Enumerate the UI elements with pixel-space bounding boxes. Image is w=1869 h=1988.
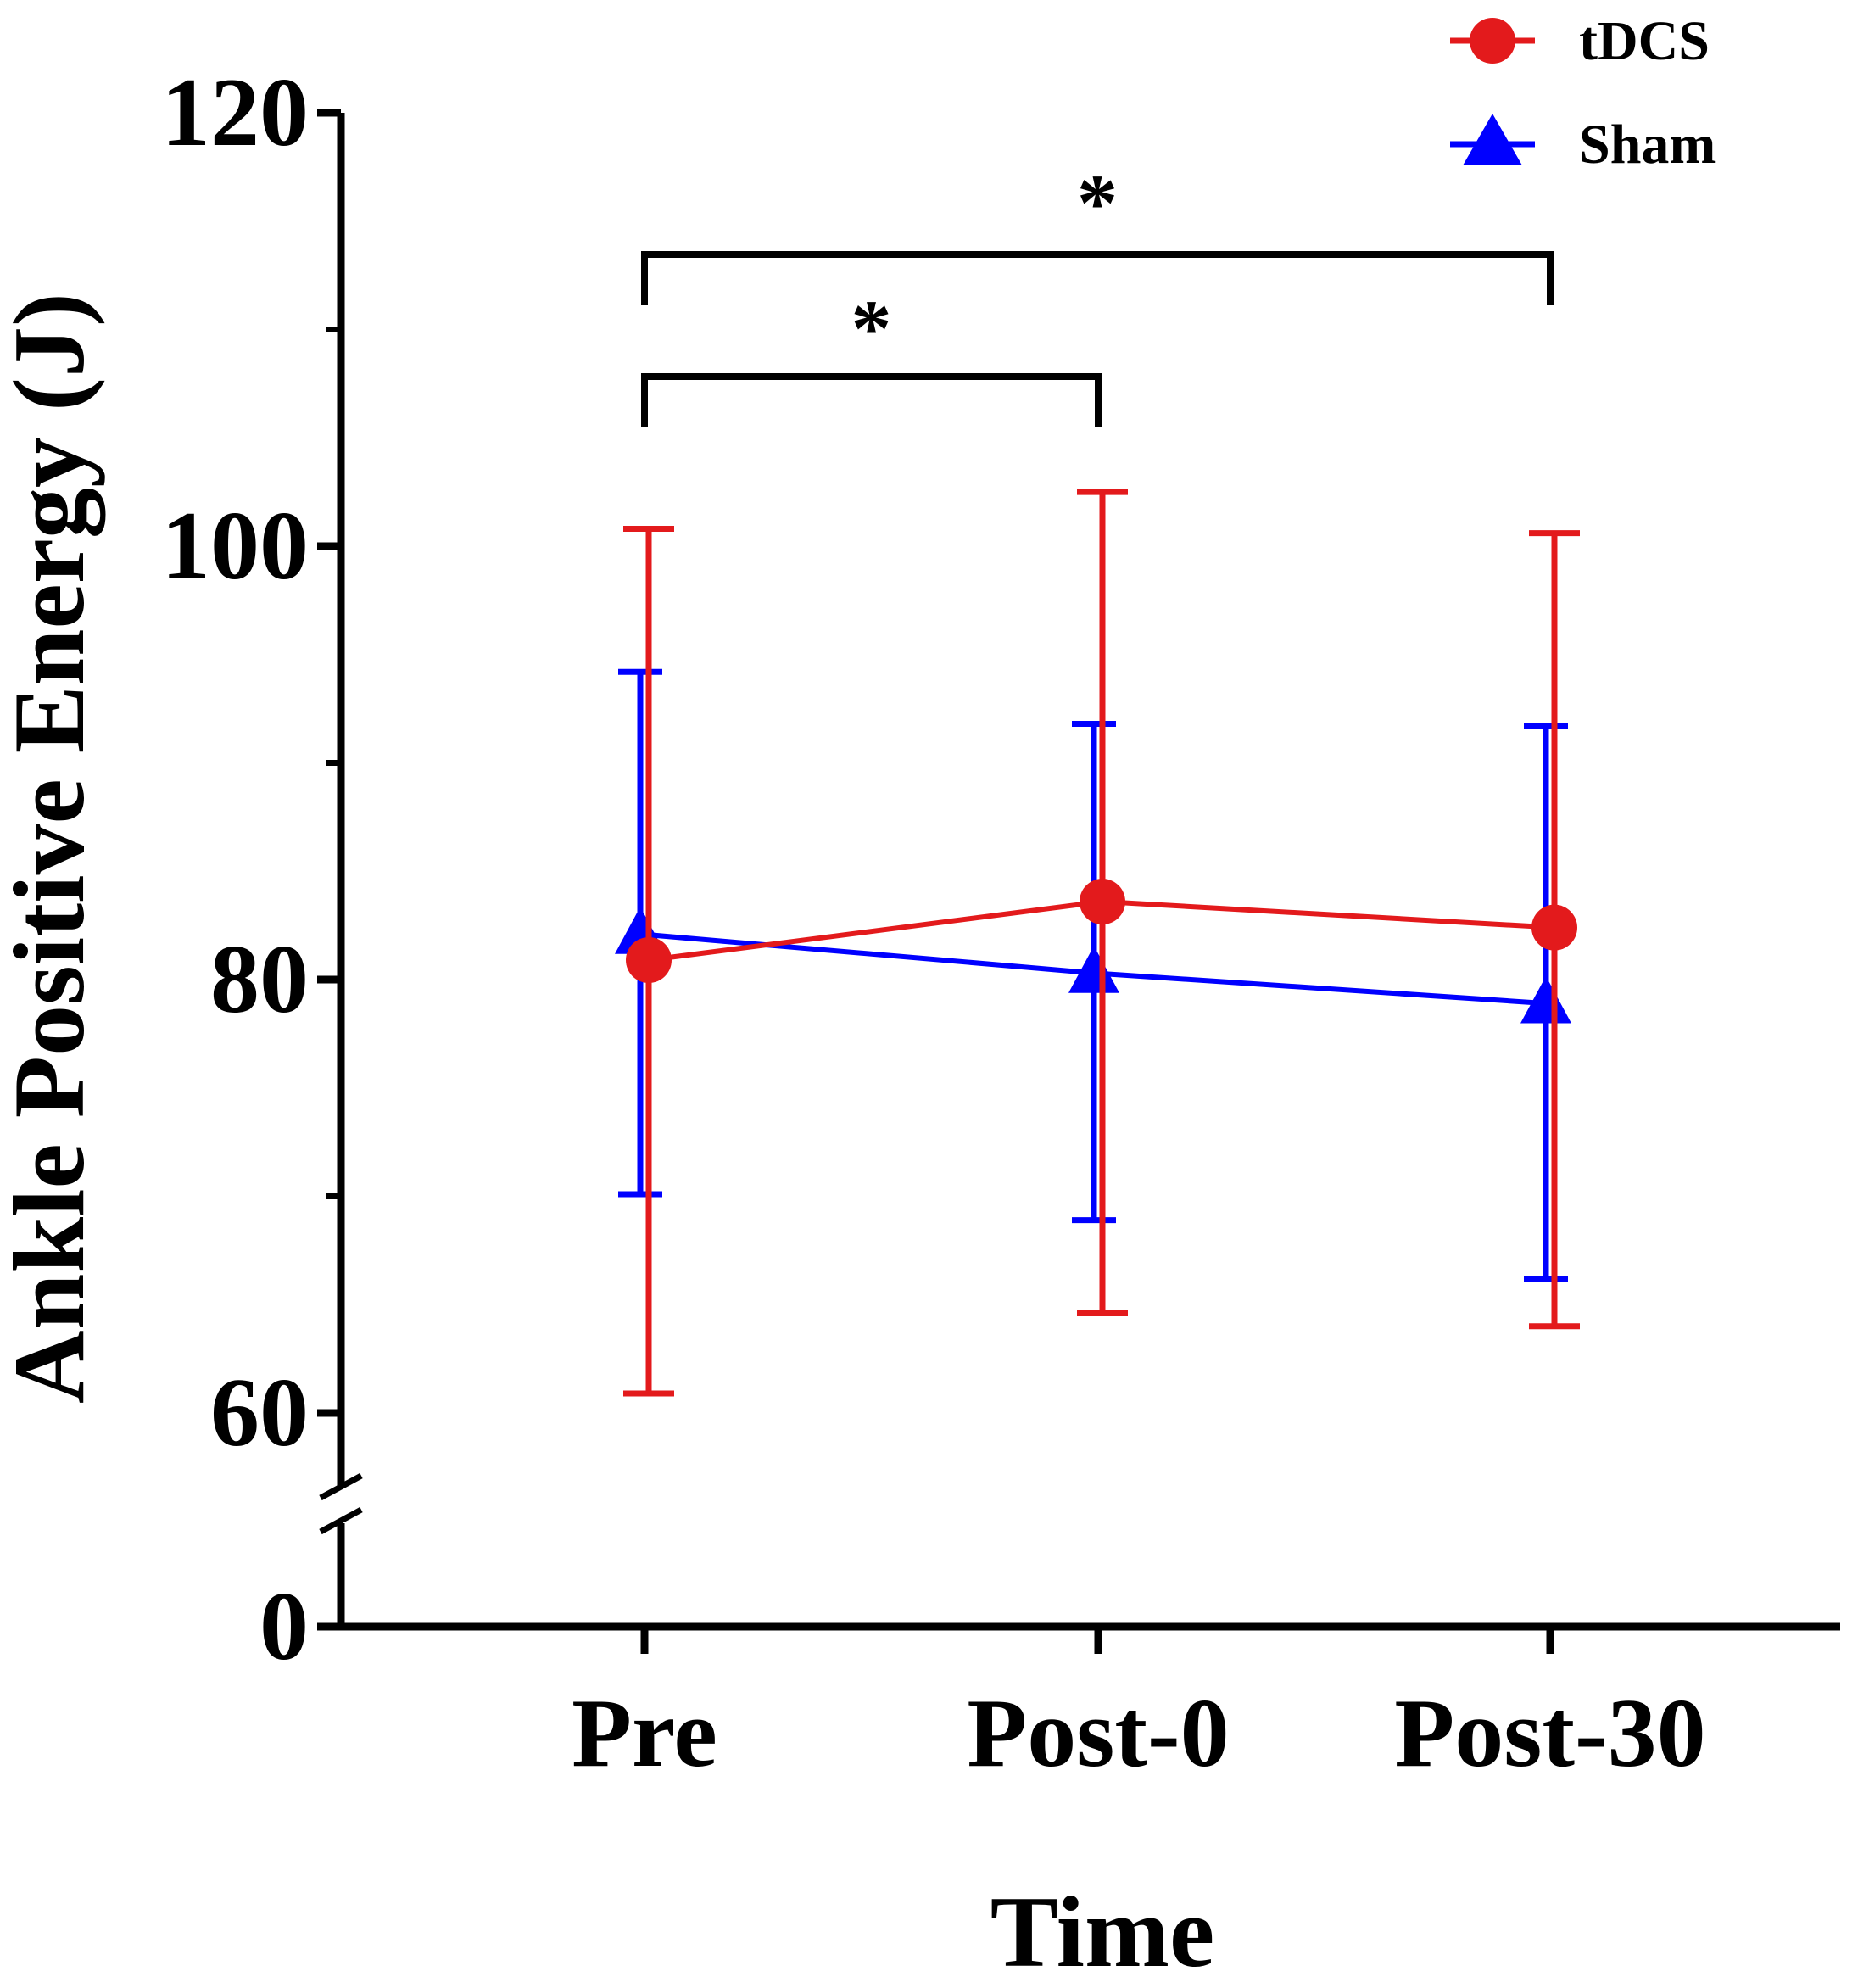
y-axis-title: Ankle Positive Energy (J) [0,293,106,1404]
data-point [626,937,672,984]
series-tdcs [623,489,1580,1397]
legend-marker [1463,114,1522,165]
significance-bracket [641,373,1102,427]
y-tick-label: 100 [161,492,309,600]
y-tick-label: 0 [259,1572,309,1681]
series-sham [615,668,1571,1282]
data-point [1531,904,1577,951]
y-axis-break-mark [319,1472,363,1501]
data-point [1520,975,1571,1024]
x-tick-label: Post-30 [1394,1679,1705,1788]
x-tick-label: Post-0 [967,1679,1229,1788]
legend-marker [1470,18,1515,64]
y-axis-break-mark [319,1506,363,1535]
y-tick-label: 60 [210,1359,309,1467]
data-point [1080,879,1125,925]
y-tick-label: 80 [210,925,309,1034]
significance-star: * [851,283,892,374]
data-point [1068,946,1119,993]
legend: tDCS Sham [1450,10,1716,176]
y-tick-label: 120 [161,59,309,167]
significance-bracket [641,251,1554,305]
series-layer [615,489,1580,1397]
significance-brackets: ** [641,158,1554,427]
x-axis-title: Time [990,1875,1214,1988]
legend-label: tDCS [1579,10,1710,72]
significance-star: * [1077,158,1118,248]
axes: 0 60 80 100 120 Pre Post-0 Post-30 [161,59,1840,1788]
legend-label: Sham [1579,114,1716,176]
x-tick-label: Pre [572,1679,717,1788]
